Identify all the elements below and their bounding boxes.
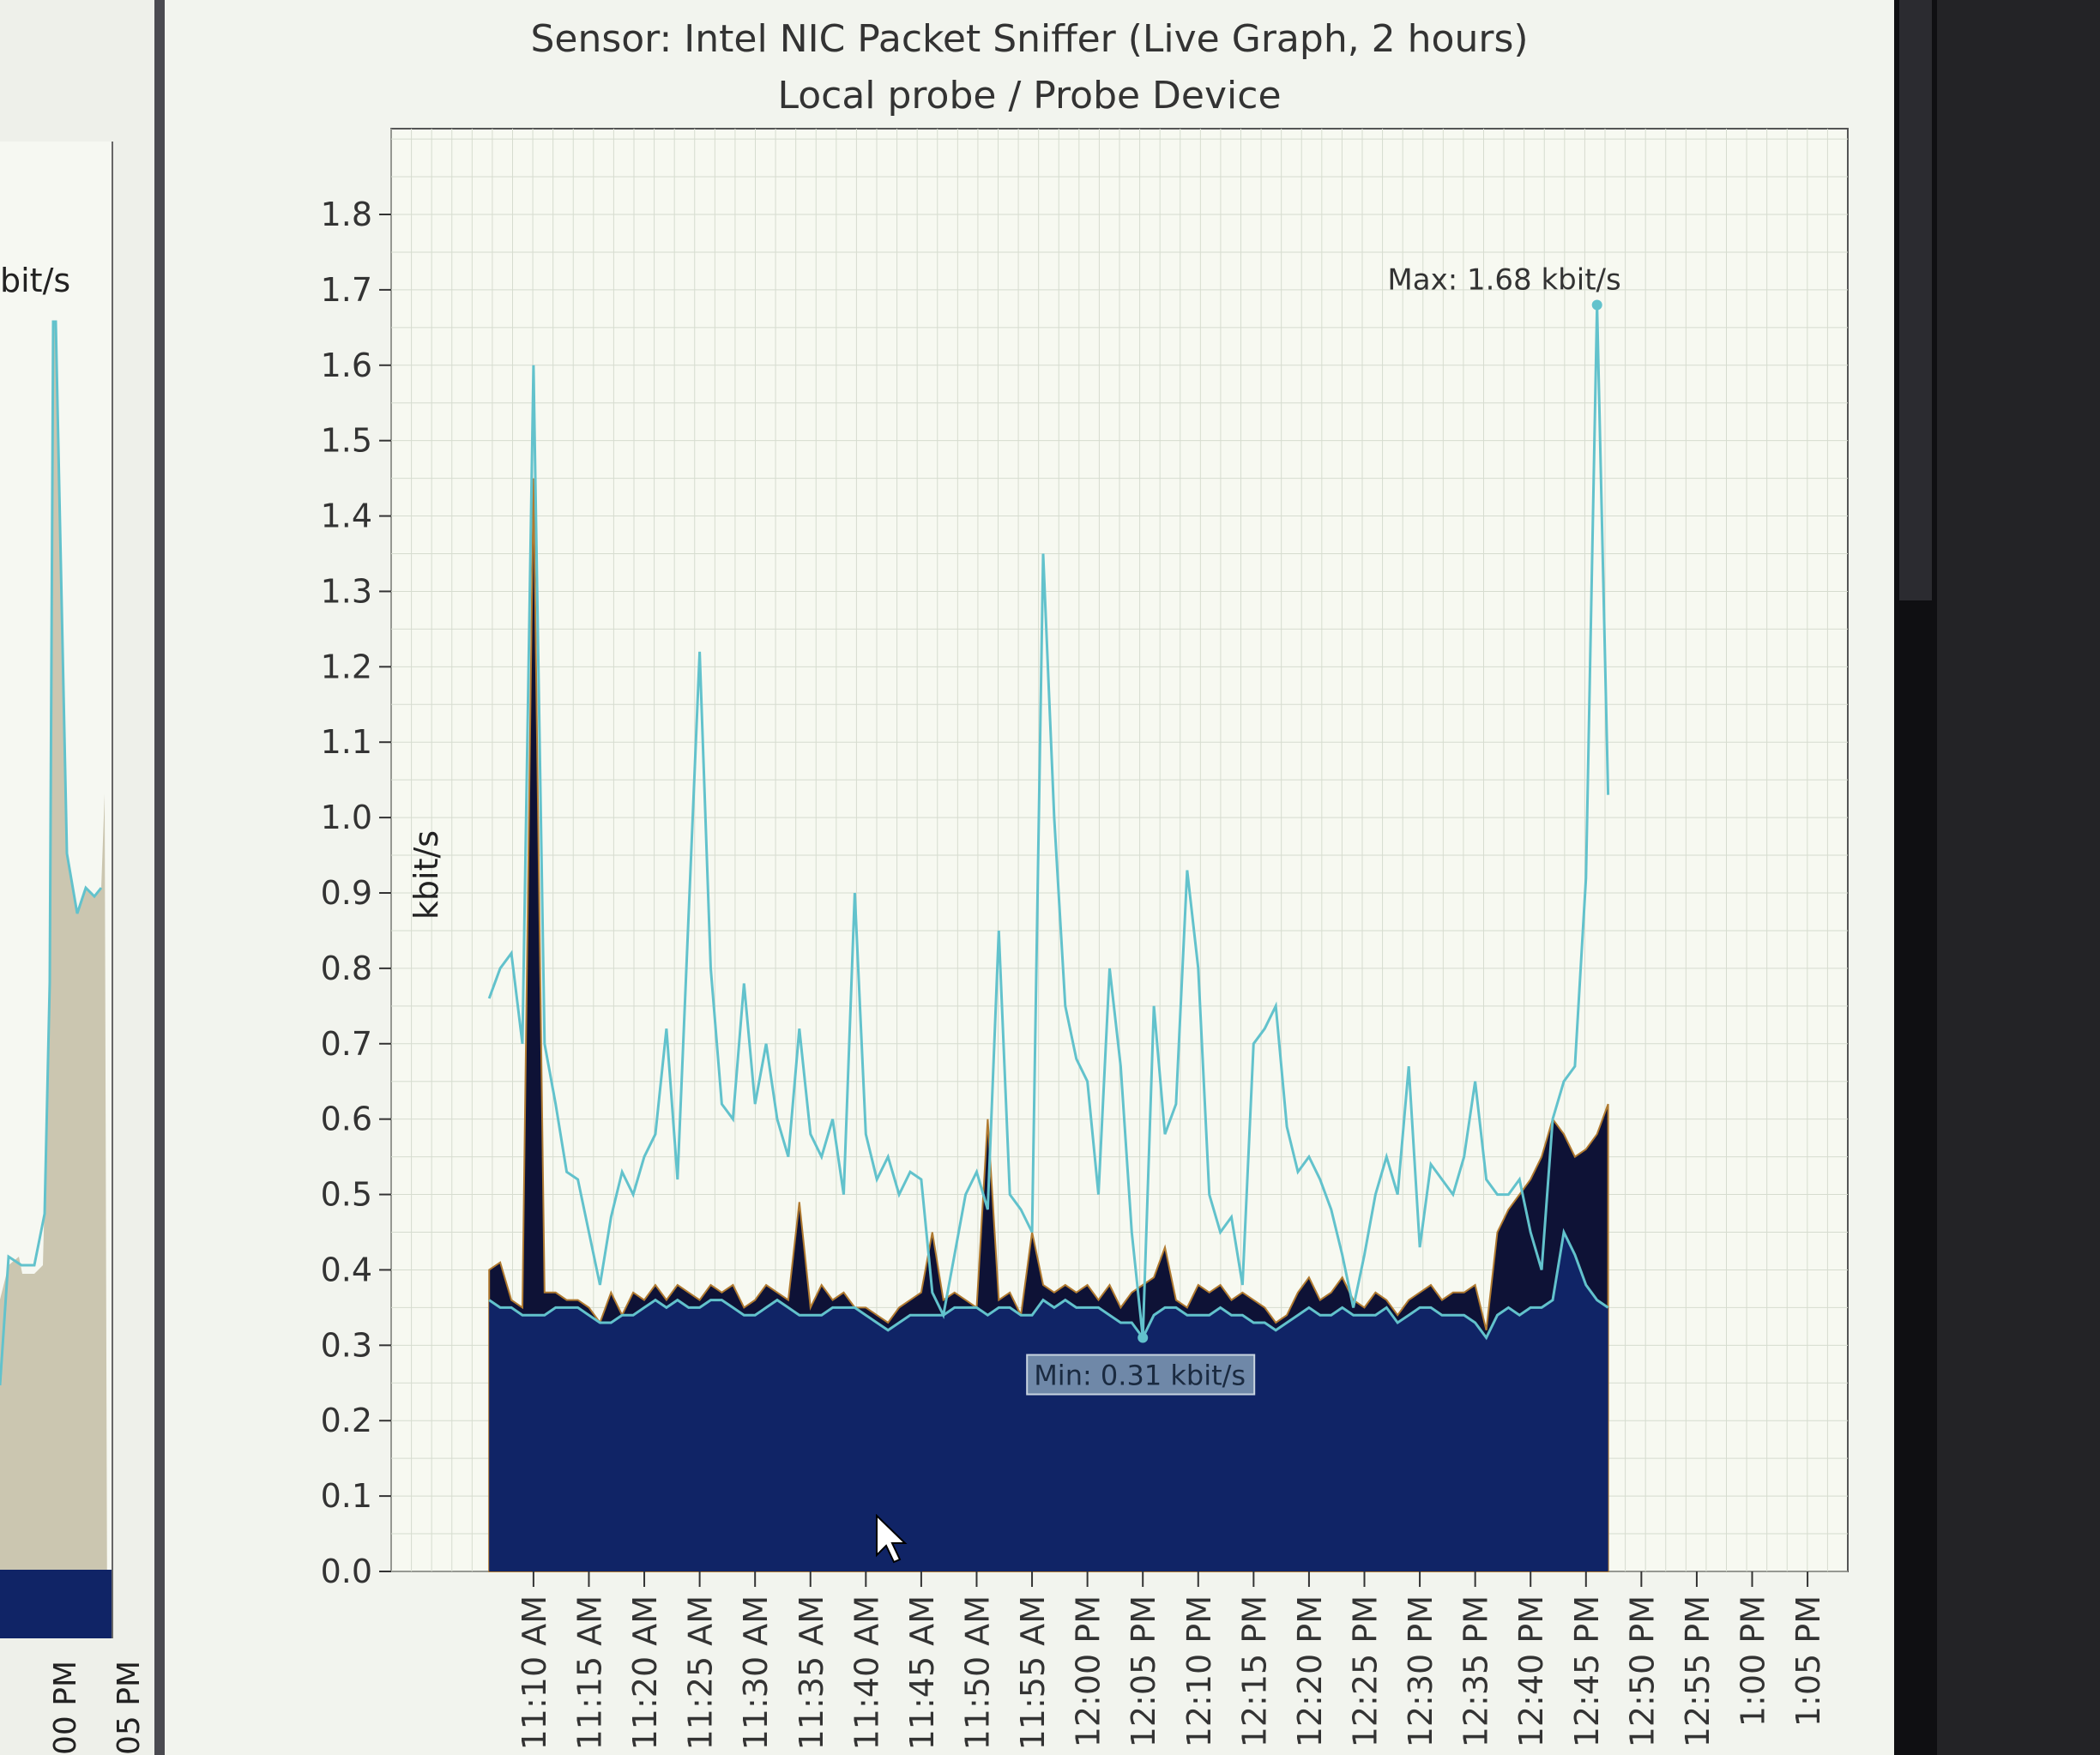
left-mini-chart (0, 320, 112, 1638)
x-tick-label: 12:25 PM (1346, 1595, 1384, 1747)
y-tick-label: 0.5 (321, 1176, 372, 1214)
x-tick-label: 12:10 PM (1180, 1595, 1218, 1747)
series-area-dark (488, 478, 1609, 1572)
vertical-scrollbar[interactable] (1894, 0, 1937, 1755)
min-annotation: Min: 0.31 kbit/s (1034, 1360, 1246, 1392)
max-marker (1591, 299, 1602, 311)
monitor-bezel (1937, 0, 2100, 1755)
left-unit-label: bit/s (0, 262, 71, 299)
y-tick-label: 1.7 (321, 271, 372, 309)
scrollbar-track-upper (1899, 0, 1932, 600)
y-tick-label: 0.6 (321, 1101, 372, 1138)
x-tick-label: 1:00 PM (1735, 1595, 1772, 1727)
x-tick-label: 12:05 PM (1125, 1595, 1162, 1747)
y-tick-label: 1.3 (321, 572, 372, 610)
main-graph-panel: Sensor: Intel NIC Packet Sniffer (Live G… (165, 0, 1894, 1755)
x-tick-label: 12:00 PM (1070, 1595, 1107, 1747)
series-area-navy (489, 1232, 1608, 1571)
x-tick-label: 11:20 AM (626, 1595, 664, 1750)
y-tick-label: 1.6 (321, 347, 372, 384)
x-tick-label: 12:35 PM (1457, 1595, 1495, 1747)
y-tick-label: 1.2 (321, 648, 372, 685)
series-line (487, 305, 1610, 1338)
left-tick-label: 05 PM (112, 1660, 147, 1755)
max-annotation: Max: 1.68 kbit/s (1387, 262, 1620, 297)
x-tick-label: 11:10 AM (516, 1595, 553, 1750)
x-tick-label: 11:50 AM (958, 1595, 996, 1750)
y-tick-label: 0.7 (321, 1025, 372, 1063)
x-tick-label: 1:05 PM (1789, 1595, 1827, 1727)
min-annotation-box (1026, 1354, 1256, 1396)
y-tick-label: 1.4 (321, 498, 372, 535)
left-mini-area (0, 322, 107, 1638)
main-chart: kbit/s 0.0 0.1 0.2 0.3 0.4 0.5 0.6 0.7 0.8 0.9 1.0 1… (321, 128, 1849, 1750)
left-plot-area (0, 142, 113, 1638)
y-tick-label: 0.4 (321, 1251, 372, 1288)
y-tick-label: 1.1 (321, 723, 372, 761)
chart-title: Sensor: Intel NIC Packet Sniffer (Live G… (530, 17, 1529, 61)
x-tick-label: 12:15 PM (1235, 1595, 1273, 1747)
y-tick-label: 1.5 (321, 422, 372, 460)
panel-divider (154, 0, 165, 1755)
left-mini-line (0, 320, 103, 1386)
x-tick-label: 12:20 PM (1291, 1595, 1329, 1747)
x-tick-label: 12:45 PM (1568, 1595, 1606, 1747)
y-tick-label: 0.9 (321, 874, 372, 912)
x-tick-label: 11:40 AM (848, 1595, 885, 1750)
y-tick-label: 0.3 (321, 1326, 372, 1364)
y-tick-label: 0.0 (321, 1553, 372, 1590)
series-line-lower (488, 1227, 1609, 1341)
x-tick-label: 12:50 PM (1623, 1595, 1661, 1747)
left-tick-label: 00 PM (48, 1660, 83, 1755)
x-tick-label: 11:25 AM (682, 1595, 720, 1750)
y-tick-label: 0.1 (321, 1477, 372, 1515)
y-tick-label: 1.0 (321, 799, 372, 836)
x-tick-label: 12:55 PM (1679, 1595, 1717, 1747)
x-tick-label: 11:35 AM (793, 1595, 830, 1750)
left-graph-panel: bit/s 00 PM 05 PM (0, 0, 154, 1755)
left-mini-base (0, 1570, 112, 1638)
x-tick-label: 12:40 PM (1512, 1595, 1550, 1747)
y-axis-label: kbit/s (407, 830, 445, 920)
min-marker (1138, 1332, 1149, 1343)
y-tick-label: 1.8 (321, 196, 372, 233)
y-tick-label: 0.2 (321, 1402, 372, 1439)
x-tick-label: 11:30 AM (737, 1595, 775, 1750)
x-tick-label: 11:15 AM (570, 1595, 608, 1750)
x-tick-label: 11:45 AM (903, 1595, 941, 1750)
x-tick-label: 12:30 PM (1402, 1595, 1439, 1747)
y-tick-label: 0.8 (321, 950, 372, 987)
chart-subtitle: Local probe / Probe Device (777, 74, 1282, 118)
mouse-cursor-icon (876, 1514, 908, 1564)
x-tick-label: 11:55 AM (1014, 1595, 1052, 1750)
